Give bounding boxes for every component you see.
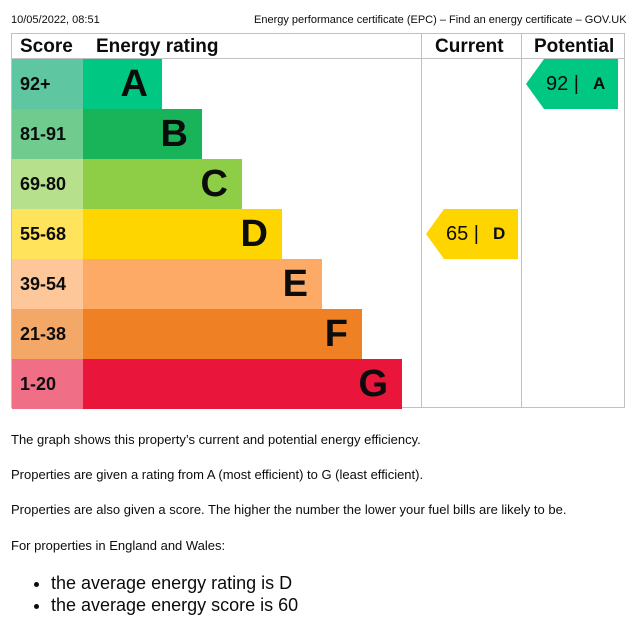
band-bar: B bbox=[83, 109, 202, 159]
explanation-graph: The graph shows this property’s current … bbox=[11, 432, 421, 447]
explanation-score: Properties are also given a score. The h… bbox=[11, 502, 567, 517]
band-letter: G bbox=[358, 363, 388, 405]
band-letter: D bbox=[240, 213, 268, 255]
energy-rating-chart: Score Energy rating Current Potential 92… bbox=[11, 33, 625, 409]
explanation-rating: Properties are given a rating from A (mo… bbox=[11, 467, 424, 482]
list-item: the average energy rating is D bbox=[51, 572, 298, 594]
potential-rating-marker: 92 | A bbox=[526, 59, 618, 109]
column-divider-current bbox=[421, 34, 422, 407]
band-row-b: 81-91 B bbox=[12, 109, 421, 159]
current-letter: D bbox=[493, 224, 506, 243]
print-datetime: 10/05/2022, 08:51 bbox=[11, 14, 100, 26]
column-divider-potential bbox=[521, 34, 522, 407]
band-score: 21-38 bbox=[12, 309, 83, 359]
band-row-f: 21-38 F bbox=[12, 309, 421, 359]
band-bar: F bbox=[83, 309, 362, 359]
band-row-e: 39-54 E bbox=[12, 259, 421, 309]
current-score: 65 | bbox=[446, 223, 479, 245]
band-bar: G bbox=[83, 359, 402, 409]
band-letter: F bbox=[324, 313, 348, 355]
column-header-potential: Potential bbox=[534, 36, 615, 57]
potential-letter: A bbox=[593, 74, 606, 93]
column-header-score: Score bbox=[20, 36, 73, 57]
band-row-c: 69-80 C bbox=[12, 159, 421, 209]
list-item: the average energy score is 60 bbox=[51, 594, 298, 616]
column-header-current: Current bbox=[435, 36, 504, 57]
band-bar: A bbox=[83, 59, 162, 109]
header-divider bbox=[12, 58, 624, 59]
england-wales-heading: For properties in England and Wales: bbox=[11, 538, 226, 553]
band-score: 69-80 bbox=[12, 159, 83, 209]
band-score: 55-68 bbox=[12, 209, 83, 259]
band-row-d: 55-68 D bbox=[12, 209, 421, 259]
band-letter: E bbox=[282, 263, 308, 305]
band-score: 81-91 bbox=[12, 109, 83, 159]
band-bar: E bbox=[83, 259, 322, 309]
column-header-energy-rating: Energy rating bbox=[96, 36, 219, 57]
band-row-g: 1-20 G bbox=[12, 359, 421, 409]
band-letter: B bbox=[160, 113, 188, 155]
averages-list: the average energy rating is D the avera… bbox=[11, 572, 298, 616]
current-marker-shape bbox=[426, 209, 518, 259]
band-score: 1-20 bbox=[12, 359, 83, 409]
potential-marker-shape bbox=[526, 59, 618, 109]
band-letter: A bbox=[120, 63, 148, 105]
potential-score: 92 | bbox=[546, 73, 579, 95]
print-page-title: Energy performance certificate (EPC) – F… bbox=[254, 14, 627, 26]
band-letter: C bbox=[200, 163, 228, 205]
current-rating-marker: 65 | D bbox=[426, 209, 518, 259]
band-score: 92+ bbox=[12, 59, 83, 109]
band-score: 39-54 bbox=[12, 259, 83, 309]
band-bar: C bbox=[83, 159, 242, 209]
band-bar: D bbox=[83, 209, 282, 259]
band-row-a: 92+ A bbox=[12, 59, 421, 109]
